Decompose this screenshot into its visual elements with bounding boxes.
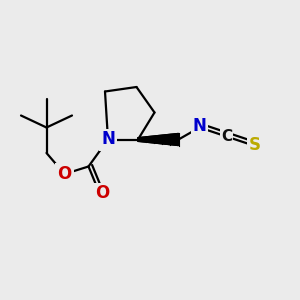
Polygon shape — [138, 134, 178, 146]
Text: S: S — [249, 136, 261, 154]
Text: O: O — [57, 165, 72, 183]
Text: C: C — [221, 129, 232, 144]
Text: N: N — [101, 130, 115, 148]
Text: N: N — [193, 117, 206, 135]
Text: O: O — [95, 184, 109, 202]
Polygon shape — [138, 134, 178, 146]
